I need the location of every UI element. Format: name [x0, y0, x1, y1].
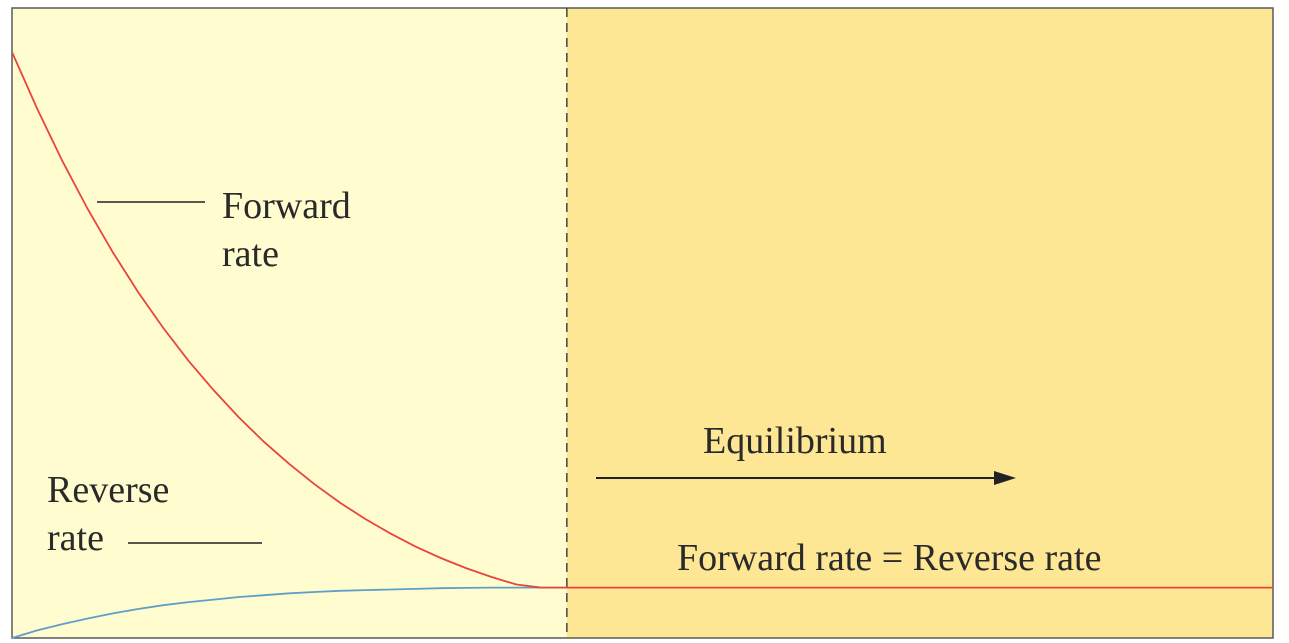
rates-equal-label: Forward rate = Reverse rate [677, 537, 1101, 579]
plot-frame [11, 7, 1274, 639]
forward-rate-label-line2: rate [222, 233, 279, 275]
equilibrium-label: Equilibrium [703, 420, 887, 462]
approach-region [12, 8, 567, 638]
reverse-rate-label-line1: Reverse [47, 469, 169, 511]
reverse-rate-line [11, 586, 567, 639]
equilibrium-arrow-head [994, 471, 1016, 485]
reverse-rate-label-line2: rate [47, 517, 104, 559]
equilibrium-region [566, 8, 1273, 638]
forward-rate-label-line1: Forward [222, 185, 351, 227]
forward-rate-line [11, 51, 1273, 589]
